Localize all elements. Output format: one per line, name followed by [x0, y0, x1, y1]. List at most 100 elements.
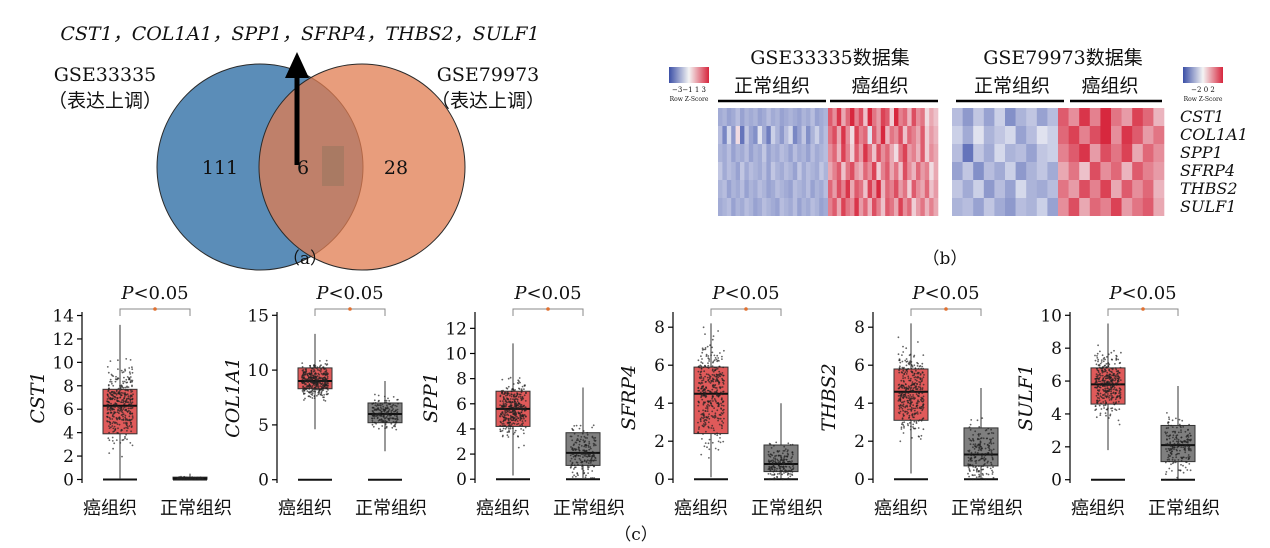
- data-point: [916, 411, 919, 413]
- data-point: [379, 415, 382, 417]
- data-point: [505, 426, 508, 429]
- heat-cell: [823, 108, 829, 126]
- heat-cell: [1132, 144, 1144, 162]
- data-point: [114, 422, 116, 425]
- data-point: [1106, 383, 1109, 385]
- data-point: [990, 428, 992, 431]
- data-point: [322, 373, 325, 375]
- data-point: [117, 387, 120, 390]
- data-point: [378, 404, 381, 406]
- data-point: [108, 452, 111, 454]
- data-point: [321, 382, 324, 384]
- heat-cell: [1153, 162, 1165, 180]
- data-point: [716, 417, 719, 420]
- data-point: [697, 366, 700, 368]
- data-point: [110, 394, 113, 396]
- p-value-label: P<0.05: [711, 283, 779, 304]
- data-point: [704, 389, 706, 391]
- heat-cell: [911, 126, 917, 144]
- data-point: [768, 442, 771, 445]
- heat-cell: [806, 180, 811, 198]
- heat-cell: [797, 162, 802, 180]
- heat-cell: [832, 198, 838, 216]
- data-point: [513, 413, 516, 416]
- data-point: [708, 404, 711, 407]
- data-point: [580, 461, 582, 464]
- heat-cell: [1121, 144, 1133, 162]
- data-point: [191, 476, 193, 479]
- data-point: [1108, 399, 1111, 401]
- data-point: [699, 418, 702, 421]
- heat-cell: [1111, 108, 1122, 126]
- data-point: [776, 450, 779, 453]
- data-point: [789, 475, 792, 478]
- heat-cell: [784, 162, 789, 180]
- data-point: [983, 443, 986, 445]
- data-point: [1186, 445, 1189, 447]
- heat-cell: [828, 162, 833, 180]
- heat-cell: [916, 180, 921, 198]
- data-point: [375, 422, 377, 425]
- data-point: [583, 441, 586, 443]
- data-point: [1185, 461, 1188, 464]
- data-point: [593, 477, 596, 479]
- data-point: [109, 423, 112, 426]
- data-point: [703, 392, 706, 394]
- data-point: [784, 448, 787, 450]
- data-point: [1099, 412, 1102, 415]
- data-point: [502, 427, 505, 430]
- heat-cell: [1100, 144, 1112, 162]
- heat-cell: [902, 108, 908, 126]
- data-point: [913, 409, 916, 412]
- data-point: [719, 394, 721, 396]
- data-point: [909, 402, 912, 405]
- data-point: [702, 401, 705, 404]
- data-point: [778, 464, 780, 467]
- data-point: [784, 471, 787, 474]
- data-point: [715, 375, 717, 378]
- data-point: [720, 408, 723, 410]
- heat-cell: [726, 144, 732, 162]
- heat-cell: [1005, 108, 1016, 126]
- data-point: [124, 414, 127, 417]
- data-point: [704, 365, 707, 368]
- data-point: [396, 416, 399, 419]
- data-point: [717, 330, 719, 332]
- data-point: [1102, 360, 1105, 363]
- heat-cell: [850, 108, 855, 126]
- data-point: [990, 461, 992, 464]
- data-point: [312, 370, 315, 373]
- data-point: [1176, 434, 1179, 436]
- heat-cell: [973, 126, 985, 144]
- data-point: [974, 451, 977, 454]
- data-point: [1169, 434, 1172, 436]
- data-point: [991, 469, 993, 472]
- jitter-points: [767, 441, 795, 481]
- data-point: [525, 415, 527, 418]
- data-point: [305, 387, 308, 390]
- data-point: [387, 418, 390, 421]
- data-point: [576, 438, 579, 440]
- data-point: [113, 415, 115, 418]
- data-point: [522, 414, 525, 417]
- data-point: [306, 384, 309, 387]
- data-point: [312, 367, 315, 369]
- data-point: [573, 425, 576, 427]
- data-point: [1112, 396, 1115, 399]
- data-point: [573, 432, 576, 435]
- data-point: [319, 388, 322, 391]
- data-point: [309, 396, 312, 398]
- data-point: [180, 477, 183, 480]
- heat-cell: [766, 162, 772, 180]
- data-point: [1099, 384, 1102, 387]
- data-point: [518, 402, 520, 405]
- data-point: [706, 345, 709, 348]
- data-point: [118, 418, 121, 420]
- data-point: [381, 410, 383, 413]
- heat-cell: [744, 180, 750, 198]
- heatmap-gse79973: [952, 108, 1165, 216]
- heat-cell: [762, 144, 767, 162]
- heat-cell: [797, 180, 802, 198]
- data-point: [968, 469, 971, 471]
- data-point: [372, 402, 374, 405]
